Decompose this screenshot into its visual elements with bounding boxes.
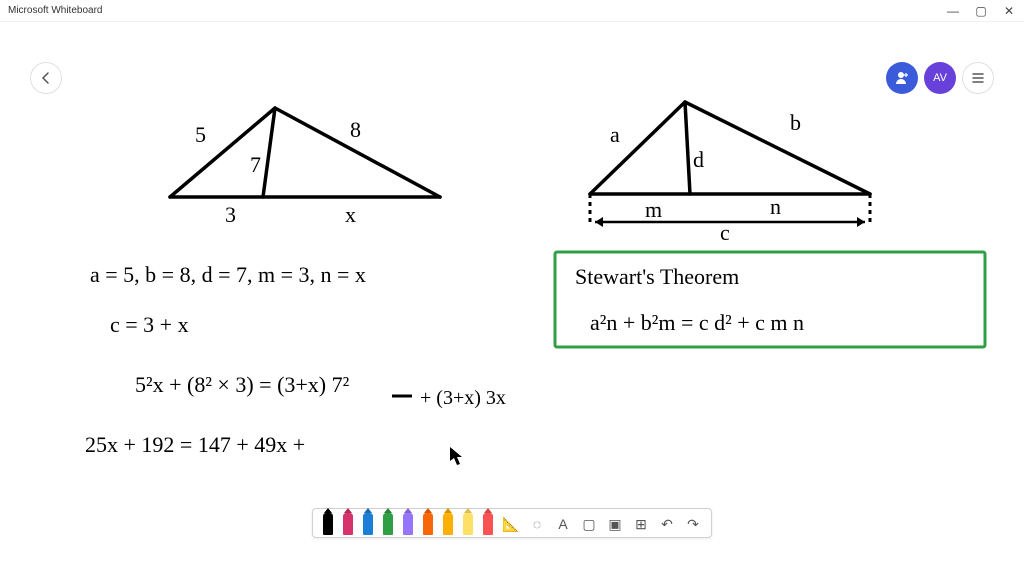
cursor-icon bbox=[450, 447, 462, 465]
pen-orange[interactable] bbox=[423, 513, 433, 535]
window-controls: — ▢ ✕ bbox=[946, 4, 1016, 18]
work-line1: a = 5, b = 8, d = 7, m = 3, n = x bbox=[90, 262, 366, 287]
whiteboard-canvas[interactable]: AV 5 8 7 3 x a b d m n c Stewart's Theor… bbox=[0, 22, 1024, 542]
t1-label-m: 3 bbox=[225, 202, 236, 227]
triangle-left bbox=[170, 108, 440, 197]
t2-label-d: d bbox=[693, 147, 704, 172]
t2-label-c: c bbox=[720, 220, 730, 245]
work-line3a: 5²x + (8² × 3) = (3+x) 7² bbox=[135, 372, 350, 397]
theorem-title: Stewart's Theorem bbox=[575, 264, 739, 289]
t1-label-n: x bbox=[345, 202, 356, 227]
t2-label-m: m bbox=[645, 197, 662, 222]
work-line4: 25x + 192 = 147 + 49x + bbox=[85, 432, 305, 457]
t1-label-b: 8 bbox=[350, 117, 361, 142]
lasso-icon[interactable]: ◌ bbox=[529, 516, 545, 532]
theorem-eq: a²n + b²m = c d² + c m n bbox=[590, 310, 804, 335]
pen-green[interactable] bbox=[383, 513, 393, 535]
add-tool[interactable]: ⊞ bbox=[633, 516, 649, 532]
whiteboard-drawing: 5 8 7 3 x a b d m n c Stewart's Theorem … bbox=[0, 22, 1024, 542]
undo-button[interactable]: ↶ bbox=[659, 516, 675, 532]
triangle-right bbox=[590, 102, 870, 194]
cevian-left bbox=[263, 108, 275, 197]
close-button[interactable]: ✕ bbox=[1002, 4, 1016, 18]
t2-label-n: n bbox=[770, 194, 781, 219]
ruler-icon[interactable]: 📐 bbox=[503, 516, 519, 532]
t1-label-a: 5 bbox=[195, 122, 206, 147]
pen-black[interactable] bbox=[323, 513, 333, 535]
work-line2: c = 3 + x bbox=[110, 312, 189, 337]
maximize-button[interactable]: ▢ bbox=[974, 4, 988, 18]
app-title: Microsoft Whiteboard bbox=[8, 5, 946, 16]
minimize-button[interactable]: — bbox=[946, 4, 960, 18]
redo-button[interactable]: ↷ bbox=[685, 516, 701, 532]
pen-gold[interactable] bbox=[443, 513, 453, 535]
work-line3b: + (3+x) 3x bbox=[420, 387, 506, 409]
pen-yellow[interactable] bbox=[463, 513, 473, 535]
pen-pink[interactable] bbox=[343, 513, 353, 535]
eraser[interactable] bbox=[483, 513, 493, 535]
title-bar: Microsoft Whiteboard — ▢ ✕ bbox=[0, 0, 1024, 22]
image-tool[interactable]: ▣ bbox=[607, 516, 623, 532]
note-tool[interactable]: ▢ bbox=[581, 516, 597, 532]
pen-purple[interactable] bbox=[403, 513, 413, 535]
t1-label-d: 7 bbox=[250, 152, 261, 177]
text-tool[interactable]: A bbox=[555, 516, 571, 532]
bottom-toolbar: 📐 ◌ A ▢ ▣ ⊞ ↶ ↷ bbox=[312, 508, 712, 538]
t2-label-b: b bbox=[790, 110, 801, 135]
t2-label-a: a bbox=[610, 122, 620, 147]
cevian-right bbox=[685, 102, 690, 194]
pen-blue[interactable] bbox=[363, 513, 373, 535]
